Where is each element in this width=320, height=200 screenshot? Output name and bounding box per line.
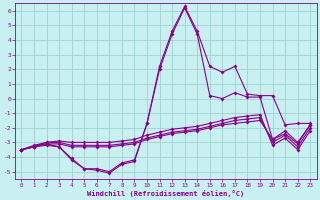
X-axis label: Windchill (Refroidissement éolien,°C): Windchill (Refroidissement éolien,°C) [87, 190, 244, 197]
